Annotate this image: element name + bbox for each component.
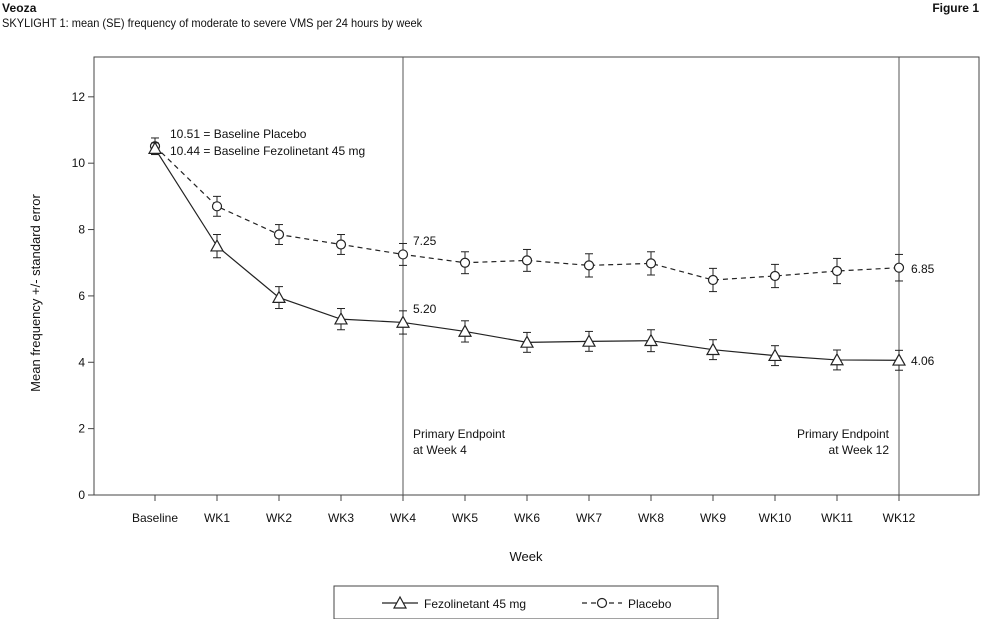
data-point xyxy=(209,238,225,252)
legend: Fezolinetant 45 mg Placebo xyxy=(333,585,719,619)
data-point xyxy=(273,229,285,240)
data-point xyxy=(891,353,907,366)
x-tick-label: WK12 xyxy=(883,511,916,525)
x-tick-label: WK7 xyxy=(576,511,602,525)
y-tick-label: 4 xyxy=(78,355,85,369)
y-tick-label: 10 xyxy=(72,156,86,170)
chart-title: SKYLIGHT 1: mean (SE) frequency of moder… xyxy=(2,16,423,30)
data-point xyxy=(459,257,471,268)
annotation-wk4-placebo: 7.25 xyxy=(413,234,437,248)
x-tick-label: WK1 xyxy=(204,511,230,525)
data-point xyxy=(645,258,657,269)
data-point xyxy=(395,315,411,328)
x-tick-label: WK4 xyxy=(390,511,416,525)
x-tick-label: WK5 xyxy=(452,511,478,525)
x-axis-label: Week xyxy=(510,549,543,564)
annotation-wk12-fezolinetant: 4.06 xyxy=(911,354,935,368)
legend-label-fezolinetant: Fezolinetant 45 mg xyxy=(424,597,526,611)
x-tick-label: WK6 xyxy=(514,511,540,525)
series-placebo xyxy=(149,137,905,293)
figure-label: Figure 1 xyxy=(932,1,979,15)
data-point xyxy=(893,262,905,273)
reference-line-label: at Week 12 xyxy=(829,443,890,457)
data-point xyxy=(521,255,533,266)
data-point xyxy=(829,352,845,366)
data-point xyxy=(581,334,597,347)
y-tick-label: 2 xyxy=(78,422,85,436)
x-tick-label: WK11 xyxy=(821,511,853,525)
x-tick-label: WK2 xyxy=(266,511,292,525)
x-tick-label: WK3 xyxy=(328,511,354,525)
data-point xyxy=(767,348,783,362)
brand-name: Veoza xyxy=(2,1,37,15)
legend-marker-fezolinetant xyxy=(392,595,408,609)
reference-line-label: at Week 4 xyxy=(413,443,467,457)
data-point xyxy=(333,311,349,325)
x-tick-label: Baseline xyxy=(132,511,178,525)
y-axis-label: Mean frequency +/- standard error xyxy=(28,194,43,392)
annotation-wk4-fezolinetant: 5.20 xyxy=(413,302,437,316)
annotations: 10.51 = Baseline Placebo 10.44 = Baseline… xyxy=(170,127,935,368)
data-point xyxy=(643,333,659,347)
data-point xyxy=(457,324,473,337)
legend-label-placebo: Placebo xyxy=(628,597,672,611)
data-point xyxy=(705,342,721,356)
data-point xyxy=(519,335,535,348)
legend-marker-placebo xyxy=(596,597,608,609)
y-tick-label: 8 xyxy=(78,223,85,237)
data-point xyxy=(831,265,843,277)
data-point xyxy=(397,249,409,260)
series-fezolinetant-45-mg xyxy=(147,141,907,371)
data-point xyxy=(335,239,347,250)
x-tick-label: WK8 xyxy=(638,511,664,525)
y-tick-label: 12 xyxy=(72,90,86,104)
reference-lines: Primary Endpoint at Week 4 Primary Endpoin… xyxy=(402,57,900,495)
data-point xyxy=(583,260,595,271)
x-tick-label: WK10 xyxy=(759,511,792,525)
data-point xyxy=(147,141,163,154)
reference-line-label: Primary Endpoint xyxy=(413,427,506,441)
annotation-wk12-placebo: 6.85 xyxy=(911,262,935,276)
annotation-baseline-placebo: 10.51 = Baseline Placebo xyxy=(170,127,307,141)
x-axis: Baseline WK1 WK2 WK3 WK4 WK5 WK6 WK7 WK8 WK9 WK10 W… xyxy=(132,495,916,525)
series-layer xyxy=(147,137,907,371)
y-axis: 0 2 4 6 8 10 12 xyxy=(72,90,94,502)
plot-frame xyxy=(93,56,980,496)
data-point xyxy=(211,201,223,212)
x-tick-label: WK9 xyxy=(700,511,726,525)
data-point xyxy=(769,270,781,282)
y-tick-label: 6 xyxy=(78,289,85,303)
y-tick-label: 0 xyxy=(78,488,85,502)
data-point xyxy=(707,274,719,286)
annotation-baseline-fezolinetant: 10.44 = Baseline Fezolinetant 45 mg xyxy=(170,144,365,158)
reference-line-label: Primary Endpoint xyxy=(797,427,890,441)
data-point xyxy=(271,290,287,303)
